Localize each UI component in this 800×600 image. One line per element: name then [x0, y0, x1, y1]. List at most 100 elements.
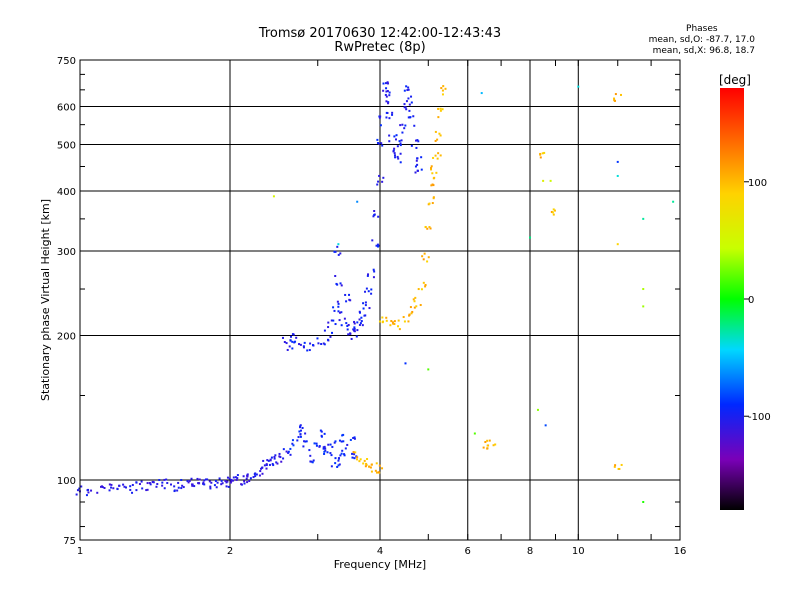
data-point [302, 346, 305, 349]
data-point [422, 281, 425, 284]
data-point [416, 139, 419, 142]
data-point [329, 335, 332, 338]
data-point [181, 484, 184, 487]
data-point [208, 480, 211, 483]
data-point [246, 475, 249, 478]
data-point [345, 300, 348, 303]
data-point [370, 288, 373, 291]
data-point [343, 454, 346, 457]
data-point [385, 319, 388, 322]
data-point [373, 213, 376, 216]
data-point [338, 319, 341, 322]
data-point [76, 489, 79, 492]
data-point [364, 301, 367, 304]
data-point [373, 270, 376, 273]
data-point [529, 236, 531, 239]
data-point [193, 485, 196, 488]
data-point [359, 322, 362, 325]
data-point [377, 215, 380, 218]
data-point [232, 479, 235, 482]
data-point [180, 478, 183, 481]
data-point [368, 307, 371, 310]
data-point [280, 460, 283, 463]
data-point [269, 459, 272, 462]
data-point [365, 287, 368, 290]
data-point [331, 445, 334, 448]
data-point [381, 316, 384, 319]
data-point [435, 171, 438, 174]
data-point [309, 460, 312, 463]
data-point [100, 485, 103, 488]
data-point [242, 475, 245, 478]
data-point [287, 451, 290, 454]
data-point [404, 362, 407, 365]
data-point [190, 477, 193, 480]
data-point [131, 483, 134, 486]
data-point [261, 466, 264, 469]
data-point [385, 316, 388, 319]
data-point [397, 157, 400, 160]
data-point [423, 252, 426, 255]
data-point [542, 179, 545, 182]
data-point [323, 452, 326, 455]
data-point [437, 116, 440, 119]
data-point [271, 462, 274, 465]
data-point [410, 95, 413, 98]
data-point [290, 335, 293, 338]
data-point [322, 342, 325, 345]
data-point [410, 101, 413, 104]
data-point [378, 116, 381, 119]
data-point [385, 111, 388, 114]
data-point [352, 328, 355, 331]
data-point [351, 452, 354, 455]
data-point [254, 472, 257, 475]
data-point [341, 449, 344, 452]
data-point [272, 195, 275, 198]
data-point [323, 432, 326, 435]
data-point [370, 463, 373, 466]
data-point [234, 476, 237, 479]
data-point [372, 268, 375, 271]
data-point [382, 82, 385, 85]
data-point [224, 479, 227, 482]
data-point [163, 487, 166, 490]
data-point [380, 142, 383, 145]
data-point [246, 481, 249, 484]
data-point [426, 227, 429, 230]
data-point [221, 482, 224, 485]
data-point [334, 275, 337, 278]
x-tick-label: 2 [227, 546, 233, 557]
data-point [334, 440, 337, 443]
data-point [389, 324, 392, 327]
data-point [353, 457, 356, 460]
data-point [381, 321, 384, 324]
data-point [388, 94, 391, 97]
data-point [289, 339, 292, 342]
data-point [413, 300, 416, 303]
data-point [334, 457, 337, 460]
phases-heading: Phases [686, 24, 718, 34]
data-point [320, 343, 323, 346]
data-point [420, 288, 423, 291]
data-point [337, 305, 340, 308]
data-point [399, 152, 402, 155]
data-point [341, 434, 344, 437]
x-axis-label: Frequency [MHz] [334, 558, 426, 571]
data-point [230, 478, 233, 481]
data-point [394, 156, 397, 159]
data-point [336, 245, 339, 248]
data-point [340, 284, 343, 287]
phases-legend: Phases mean, sd,O: -87.7, 17.0 mean, sd,… [649, 24, 755, 57]
data-point [329, 452, 332, 455]
data-point [428, 202, 431, 205]
data-point [374, 469, 377, 472]
data-point [403, 89, 406, 92]
data-point [358, 323, 361, 326]
data-point [344, 293, 347, 296]
data-point [209, 485, 212, 488]
data-point [393, 147, 396, 150]
data-point [158, 479, 161, 482]
data-point [398, 328, 401, 331]
data-point [310, 460, 313, 463]
data-point [549, 179, 552, 182]
